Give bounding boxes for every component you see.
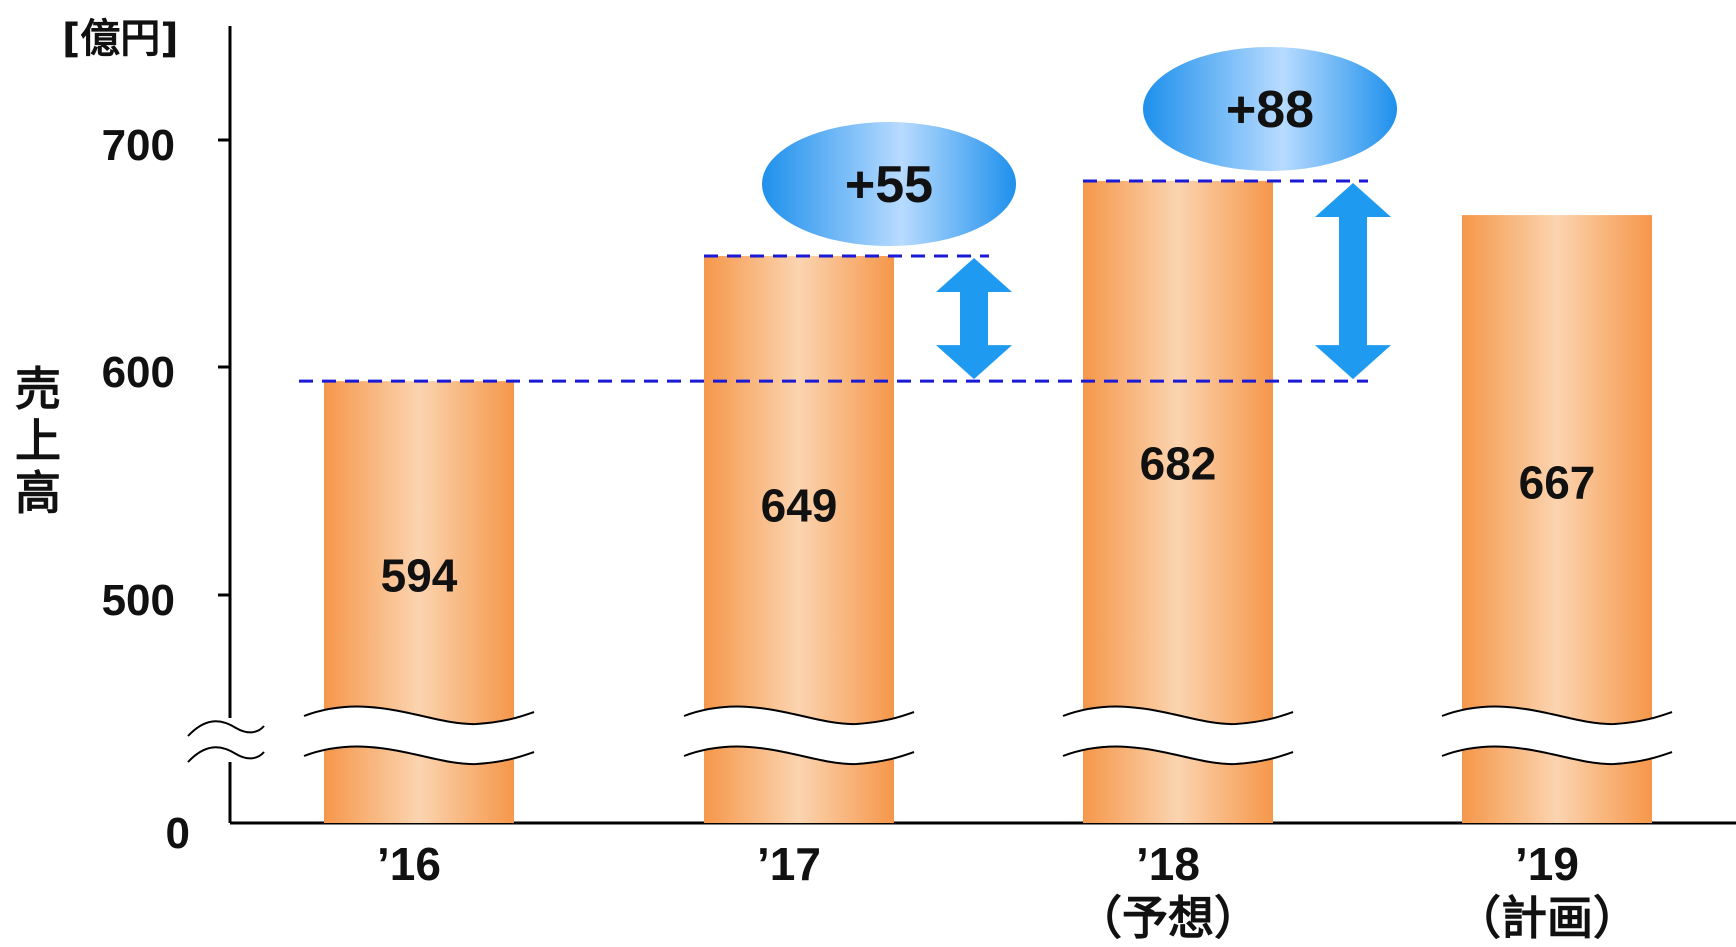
category-sublabel: （予想） xyxy=(1076,892,1260,944)
difference-arrow xyxy=(1315,183,1391,379)
data-label: 594 xyxy=(381,550,458,602)
difference-label: +55 xyxy=(845,156,933,214)
y-axis-title-char: 上 xyxy=(15,414,61,468)
data-label: 649 xyxy=(761,479,838,531)
y-axis-title: 売上高 xyxy=(15,362,61,520)
category-label: ’19 xyxy=(1515,838,1579,890)
y-tick-label: 600 xyxy=(102,348,175,397)
y-axis-title-char: 高 xyxy=(15,466,61,520)
y-tick-label: 500 xyxy=(102,576,175,625)
y-axis-title-char: 売 xyxy=(15,362,61,416)
data-label: 667 xyxy=(1519,457,1596,509)
y-tick-label: 700 xyxy=(102,121,175,170)
difference-label: +88 xyxy=(1226,81,1314,139)
difference-arrow xyxy=(936,258,1012,379)
y-axis-break xyxy=(188,718,264,762)
category-label: ’17 xyxy=(757,838,821,890)
data-label: 682 xyxy=(1140,437,1217,489)
y-tick-label: 0 xyxy=(166,809,190,858)
category-label: ’16 xyxy=(377,838,441,890)
unit-label: [億円] xyxy=(62,16,179,62)
category-sublabel: （計画） xyxy=(1455,892,1639,944)
category-label: ’18 xyxy=(1136,838,1200,890)
